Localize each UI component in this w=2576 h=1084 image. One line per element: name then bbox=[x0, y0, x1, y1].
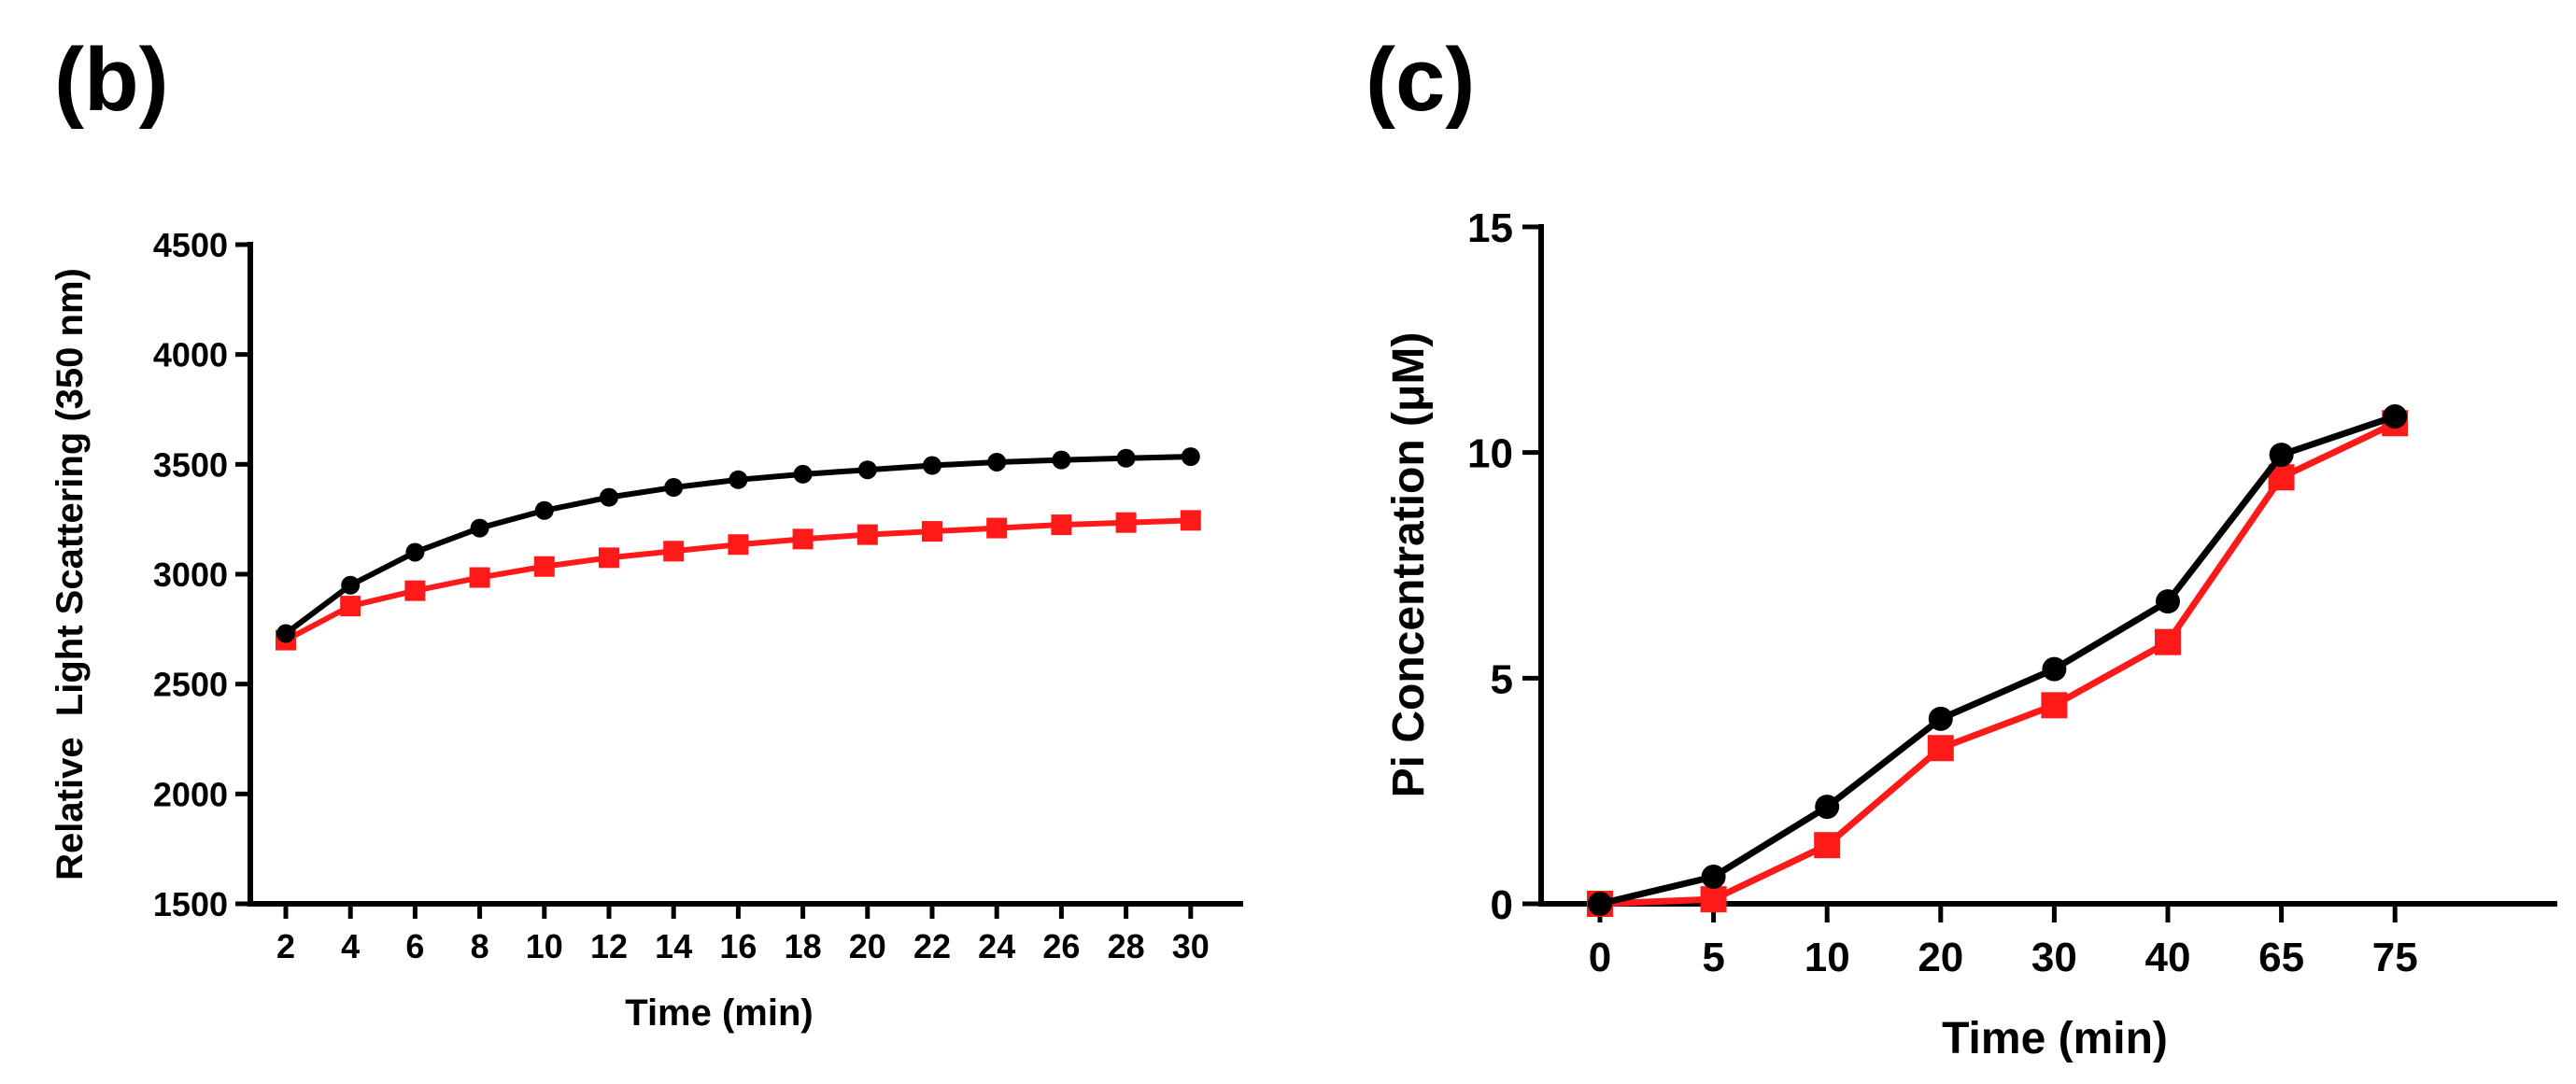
panel-b-x-tick-label: 26 bbox=[1042, 927, 1080, 965]
panel-c-x-tick-label: 0 bbox=[1589, 935, 1611, 980]
panel-c-point-black bbox=[2383, 404, 2408, 429]
panel-c-line-black bbox=[1599, 413, 2397, 908]
panel-b-point-red bbox=[856, 524, 878, 545]
panel-c-x-tick-label: 75 bbox=[2372, 935, 2418, 980]
panel-b-point-black bbox=[987, 452, 1007, 472]
panel-b-series bbox=[276, 447, 1201, 651]
panel-c-point-red bbox=[2155, 628, 2181, 655]
panel-c-line-red bbox=[1599, 420, 2397, 908]
panel-c-point-black bbox=[1815, 795, 1840, 820]
panel-b-point-black bbox=[729, 470, 748, 489]
panel-b-point-red bbox=[792, 528, 814, 550]
panel-b-point-red bbox=[340, 596, 361, 617]
panel-c-x-tick-label: 5 bbox=[1702, 935, 1724, 980]
panel-c-y-tick-label: 15 bbox=[1467, 205, 1513, 251]
panel-b-point-black bbox=[1181, 447, 1200, 467]
panel-b-label: (b) bbox=[54, 30, 169, 130]
panel-c-point-red bbox=[1814, 832, 1841, 859]
panel-b-x-tick-label: 16 bbox=[719, 927, 757, 965]
panel-c-chart: (c) 0 5 10 15 0 5 10 20 30 40 65 75 Time (min) Pi … bbox=[1366, 30, 2557, 1063]
panel-b-point-red bbox=[533, 556, 555, 577]
panel-b-point-red bbox=[404, 580, 426, 601]
panel-b-point-red bbox=[728, 534, 749, 556]
panel-b-y-tick-label: 4000 bbox=[153, 336, 228, 374]
panel-b-point-black bbox=[600, 487, 618, 507]
panel-b-point-black bbox=[923, 456, 941, 475]
panel-b-point-black bbox=[405, 542, 425, 562]
panel-b-y-tick-label: 2500 bbox=[153, 666, 228, 704]
panel-c-x-axis-title: Time (min) bbox=[1942, 1014, 2168, 1063]
panel-b-point-black bbox=[1116, 448, 1136, 468]
panel-b-x-tick-label: 28 bbox=[1108, 927, 1145, 965]
panel-b-point-black bbox=[470, 518, 489, 538]
panel-b-y-axis-title: Relative Light Scattering (350 nm) bbox=[50, 268, 91, 880]
panel-b-x-tick-label: 22 bbox=[913, 927, 951, 965]
panel-b-point-red bbox=[469, 567, 490, 588]
panel-c-x-ticks: 0 5 10 20 30 40 65 75 bbox=[1589, 904, 2418, 980]
panel-b-x-tick-label: 12 bbox=[590, 927, 628, 965]
panel-c-x-tick-label: 30 bbox=[2031, 935, 2077, 980]
panel-c-x-tick-label: 65 bbox=[2258, 935, 2304, 980]
panel-b-y-tick-label: 4500 bbox=[153, 226, 228, 264]
panel-b-point-red bbox=[1180, 510, 1201, 531]
panel-c-point-black bbox=[1928, 706, 1953, 731]
panel-b-point-red bbox=[1115, 512, 1137, 533]
panel-b-point-black bbox=[793, 464, 813, 484]
panel-b-x-tick-label: 6 bbox=[405, 927, 424, 965]
panel-b-x-tick-label: 8 bbox=[471, 927, 489, 965]
panel-c-y-tick-label: 10 bbox=[1467, 431, 1513, 477]
panel-b-y-tick-label: 2000 bbox=[153, 775, 228, 813]
panel-c-point-black bbox=[2269, 443, 2294, 468]
panel-b-y-tick-label: 1500 bbox=[153, 885, 228, 923]
panel-b-x-tick-label: 30 bbox=[1172, 927, 1210, 965]
panel-b-y-tick-label: 3000 bbox=[153, 556, 228, 594]
panel-b-y-ticks: 1500 2000 2500 3000 3500 4000 4500 bbox=[153, 226, 250, 923]
panel-c-point-black bbox=[2042, 656, 2067, 682]
panel-b-point-black bbox=[1052, 450, 1071, 470]
panel-c-point-red bbox=[1927, 735, 1954, 762]
panel-b-point-black bbox=[341, 575, 361, 595]
panel-b-point-black bbox=[857, 460, 877, 480]
panel-b-point-red bbox=[599, 547, 619, 569]
panel-b-x-axis-title: Time (min) bbox=[625, 992, 814, 1034]
panel-c-label: (c) bbox=[1366, 30, 1475, 130]
panel-b-x-tick-label: 2 bbox=[276, 927, 295, 965]
panel-c-x-tick-label: 40 bbox=[2145, 935, 2191, 980]
panel-b-point-black bbox=[664, 478, 684, 498]
panel-b-point-red bbox=[1051, 514, 1072, 536]
panel-c-point-red bbox=[1700, 886, 1727, 913]
panel-c-point-black bbox=[2156, 589, 2180, 614]
panel-c-y-axis-title: Pi Concentration (μM) bbox=[1384, 332, 1434, 798]
panel-c-y-ticks: 0 5 10 15 bbox=[1467, 205, 1541, 928]
panel-b-point-red bbox=[663, 541, 685, 562]
panel-c-x-tick-label: 10 bbox=[1805, 935, 1850, 980]
panel-b-x-tick-label: 10 bbox=[526, 927, 563, 965]
panel-b-x-tick-label: 18 bbox=[785, 927, 822, 965]
panel-b-point-black bbox=[534, 500, 554, 520]
panel-b-x-tick-label: 20 bbox=[849, 927, 886, 965]
panel-b-x-tick-label: 4 bbox=[341, 927, 360, 965]
panel-c-series bbox=[1587, 404, 2409, 917]
panel-b-x-ticks: 2 4 6 8 10 12 14 16 18 20 22 24 26 28 30 bbox=[276, 904, 1210, 965]
panel-c-point-red bbox=[2041, 692, 2068, 719]
panel-c-point-black bbox=[1588, 892, 1612, 916]
panel-b-x-tick-label: 14 bbox=[655, 927, 692, 965]
panel-b-point-black bbox=[276, 624, 295, 643]
panel-c-point-black bbox=[1701, 865, 1726, 889]
panel-c-x-tick-label: 20 bbox=[1918, 935, 1963, 980]
panel-b-x-tick-label: 24 bbox=[978, 927, 1015, 965]
panel-c-y-tick-label: 5 bbox=[1491, 656, 1513, 702]
panel-c-y-tick-label: 0 bbox=[1491, 882, 1513, 928]
panel-b-y-tick-label: 3500 bbox=[153, 445, 228, 484]
panel-b-point-red bbox=[922, 521, 942, 542]
panel-b-point-red bbox=[986, 517, 1008, 539]
